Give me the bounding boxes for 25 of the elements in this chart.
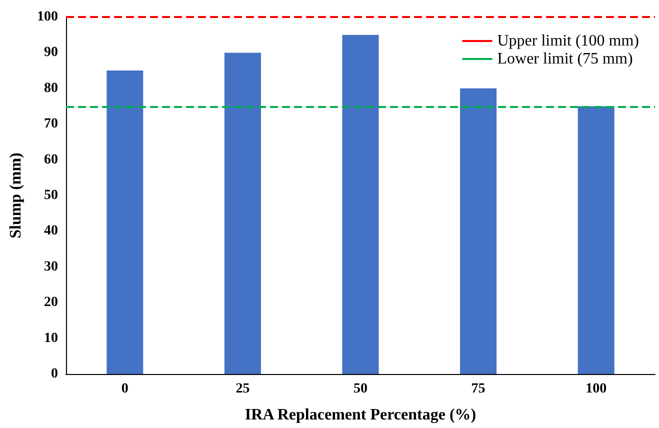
y-tick-label: 80 (44, 80, 58, 96)
bar (224, 52, 261, 374)
y-tick-label: 0 (51, 366, 58, 382)
y-tick-label: 60 (44, 152, 58, 168)
x-tick-label: 50 (354, 382, 368, 396)
legend-label: Lower limit (75 mm) (497, 50, 633, 68)
y-axis-title: Slump (mm) (8, 152, 24, 238)
bar (342, 34, 379, 374)
y-tick-label: 10 (44, 330, 58, 346)
x-tick-label: 25 (236, 382, 250, 396)
bar (578, 106, 614, 374)
y-tick-label: 100 (37, 10, 58, 24)
y-tick-label: 30 (44, 259, 58, 274)
y-tick-label: 40 (44, 224, 58, 239)
x-tick-label: 0 (121, 382, 128, 396)
x-axis-title: IRA Replacement Percentage (%) (244, 406, 476, 424)
y-tick-label: 20 (44, 295, 58, 310)
y-tick-label: 50 (44, 188, 58, 203)
legend-label: Upper limit (100 mm) (497, 32, 640, 50)
bar (460, 88, 497, 374)
x-tick-label: 75 (471, 382, 486, 396)
x-tick-label: 100 (586, 382, 607, 396)
y-tick-label: 90 (44, 45, 58, 60)
y-tick-label: 70 (44, 116, 58, 132)
bar (106, 70, 144, 374)
